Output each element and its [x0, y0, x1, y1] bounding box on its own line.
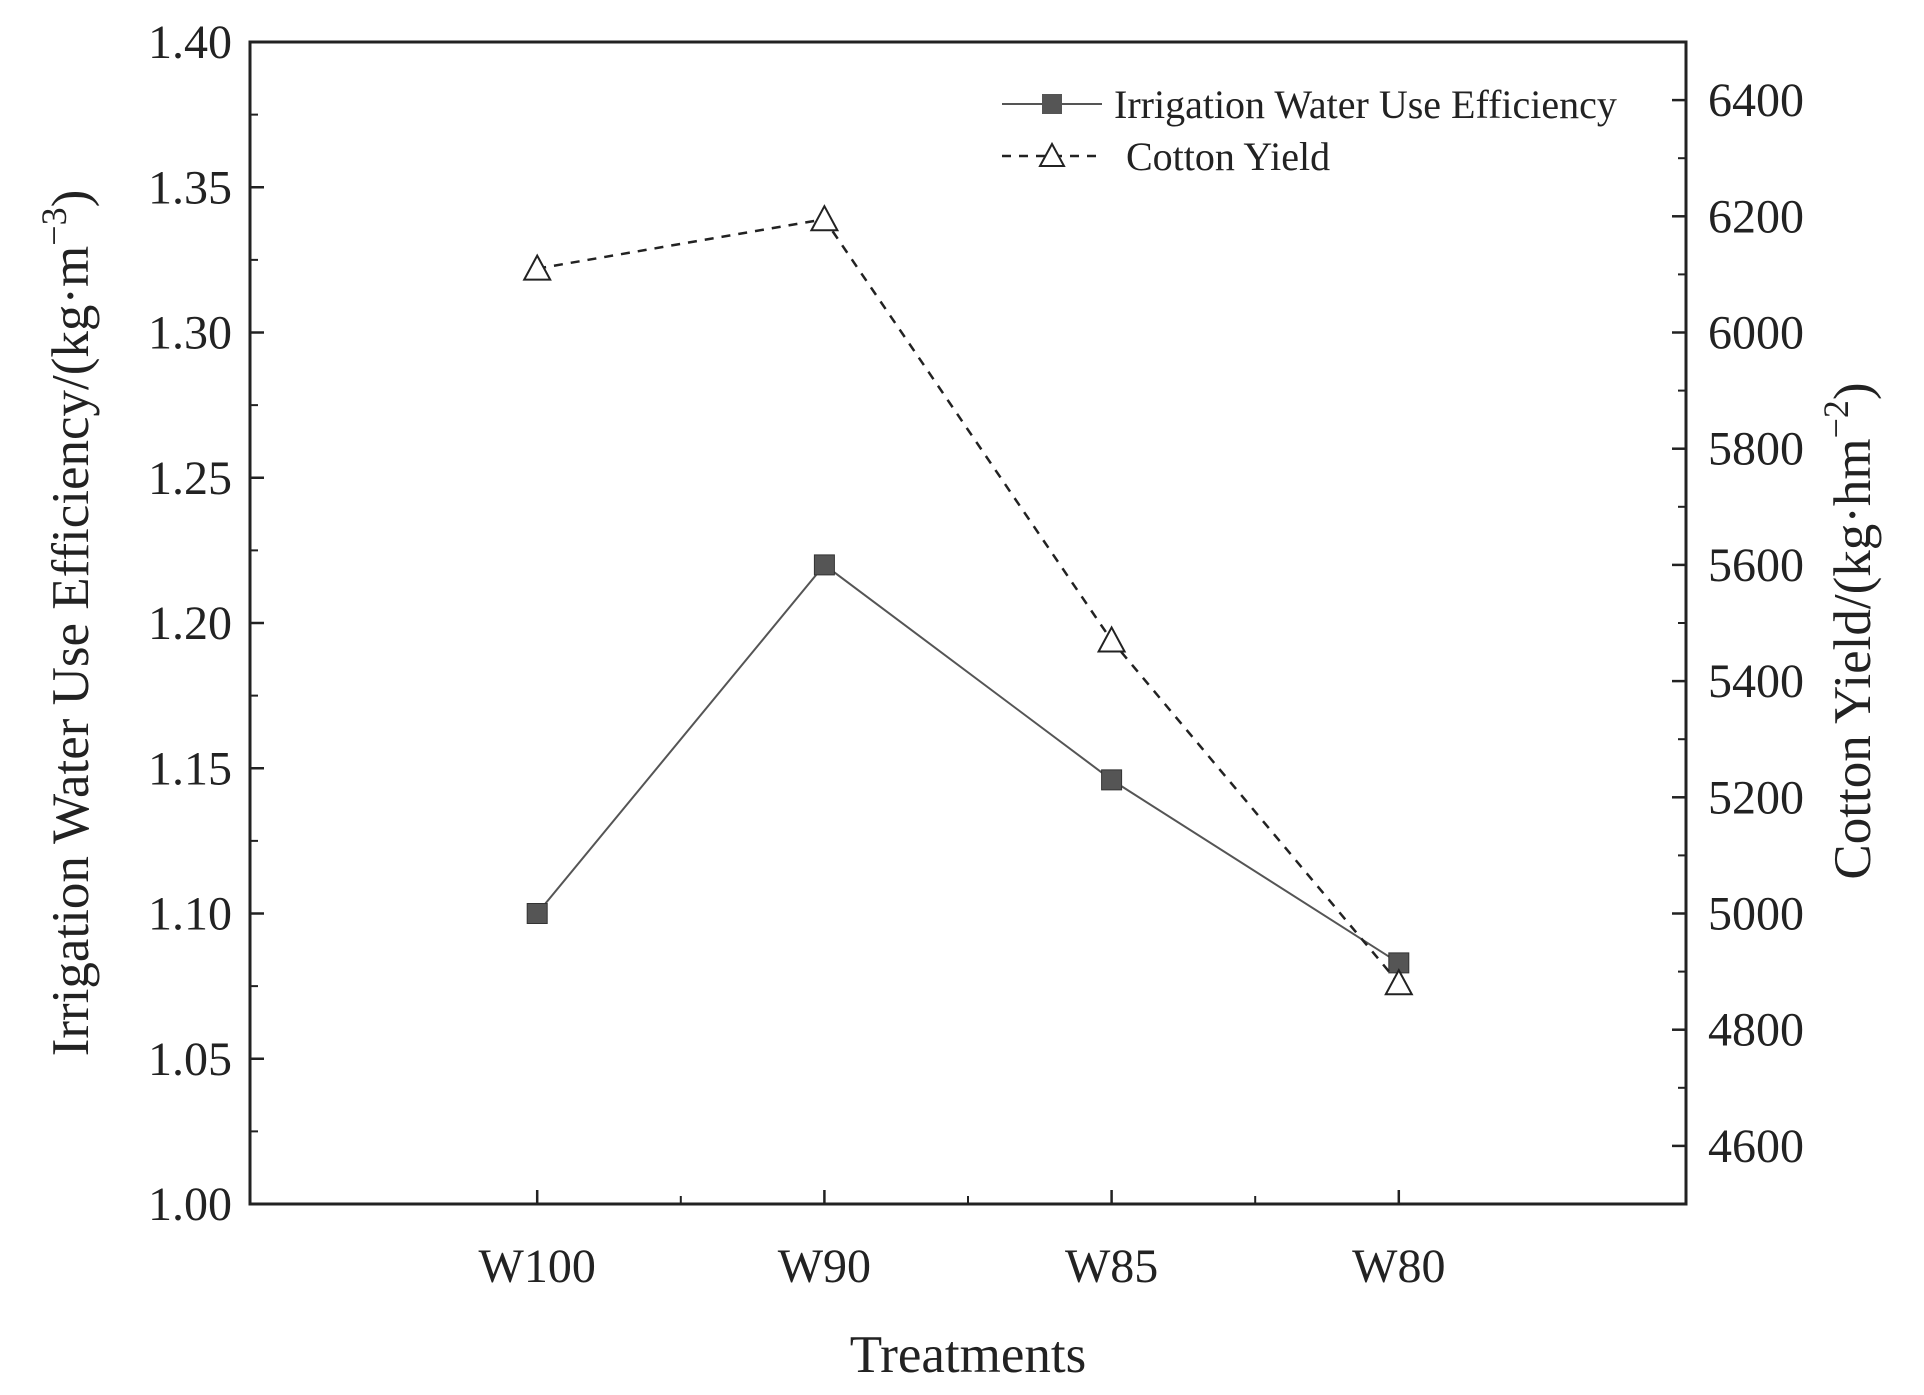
left-tick-label: 1.30	[148, 307, 232, 360]
left-axis-title-close: )	[42, 190, 100, 208]
yield-point-W100	[522, 253, 552, 281]
left-tick-label: 1.20	[148, 597, 232, 650]
left-tick-label: 1.05	[148, 1033, 232, 1086]
series-layer	[522, 204, 1414, 996]
x-tick-label: W80	[1352, 1240, 1445, 1293]
left-tick-label: 1.00	[148, 1178, 232, 1231]
legend-marker-yield	[1038, 141, 1066, 167]
left-axis-title-superscript: −3	[34, 207, 74, 245]
right-axis-title: Cotton Yield/(kg·hm−2)	[1816, 382, 1882, 879]
right-tick-label: 6200	[1708, 190, 1804, 243]
yield-point-W80	[1384, 968, 1414, 996]
right-tick-label: 4800	[1708, 1004, 1804, 1057]
yield-point-W85	[1096, 625, 1127, 653]
legend: Irrigation Water Use Efficiency Cotton Yi…	[1002, 82, 1617, 179]
x-tick-label: W85	[1065, 1240, 1158, 1293]
legend-marker-iwue	[1042, 94, 1062, 114]
right-tick-label: 5400	[1708, 655, 1804, 708]
x-axis-title: Treatments	[850, 1326, 1087, 1384]
right-axis-title-superscript: −2	[1816, 400, 1856, 438]
iwue-point-W100	[526, 903, 548, 924]
iwue-point-W90	[813, 554, 835, 576]
legend-label-iwue: Irrigation Water Use Efficiency	[1114, 82, 1617, 127]
left-axis-title: Irrigation Water Use Efficiency/(kg·m−3)	[34, 190, 100, 1057]
right-tick-label: 4600	[1708, 1120, 1804, 1173]
left-tick-label: 1.40	[148, 16, 232, 69]
right-axis-title-text: Cotton Yield/(kg·hm	[1824, 438, 1882, 879]
series-line-0	[536, 563, 1400, 964]
x-tick-label: W90	[778, 1240, 871, 1293]
left-tick-label: 1.35	[148, 161, 232, 214]
right-tick-label: 6000	[1708, 307, 1804, 360]
legend-label-yield: Cotton Yield	[1126, 134, 1330, 179]
series-line-1	[536, 217, 1400, 985]
right-axis-title-close: )	[1824, 382, 1882, 400]
iwue-point-W85	[1101, 769, 1123, 791]
left-axis-title-text: Irrigation Water Use Efficiency/(kg·m	[42, 246, 100, 1057]
right-tick-label: 5000	[1708, 888, 1804, 941]
right-tick-label: 5800	[1708, 423, 1804, 476]
left-tick-label: 1.25	[148, 452, 232, 505]
left-tick-label: 1.15	[148, 742, 232, 795]
axes-layer: 1.00 1.05 1.10 1.15 1.20 1.25 1.30 1.35 1.40 4600…	[34, 16, 1882, 1384]
plot-frame	[248, 40, 1688, 1206]
right-tick-label: 6400	[1708, 74, 1804, 127]
x-tick-label: W100	[479, 1240, 596, 1293]
yield-point-W90	[809, 204, 840, 232]
right-tick-label: 5200	[1708, 771, 1804, 824]
right-tick-label: 5600	[1708, 539, 1804, 592]
left-tick-label: 1.10	[148, 888, 232, 941]
